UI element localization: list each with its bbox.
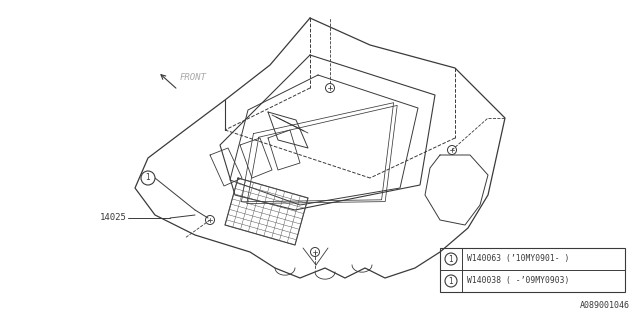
Text: 1: 1 xyxy=(449,254,453,263)
Text: 14025: 14025 xyxy=(100,213,127,222)
Text: FRONT: FRONT xyxy=(180,74,207,83)
Text: 1: 1 xyxy=(449,276,453,285)
Text: A089001046: A089001046 xyxy=(580,301,630,310)
Circle shape xyxy=(445,275,457,287)
Text: W140063 (’10MY0901- ): W140063 (’10MY0901- ) xyxy=(467,254,570,263)
Bar xyxy=(440,248,625,292)
Circle shape xyxy=(445,253,457,265)
Text: W140038 ( -’09MY0903): W140038 ( -’09MY0903) xyxy=(467,276,570,285)
Circle shape xyxy=(141,171,155,185)
Text: 1: 1 xyxy=(146,173,150,182)
